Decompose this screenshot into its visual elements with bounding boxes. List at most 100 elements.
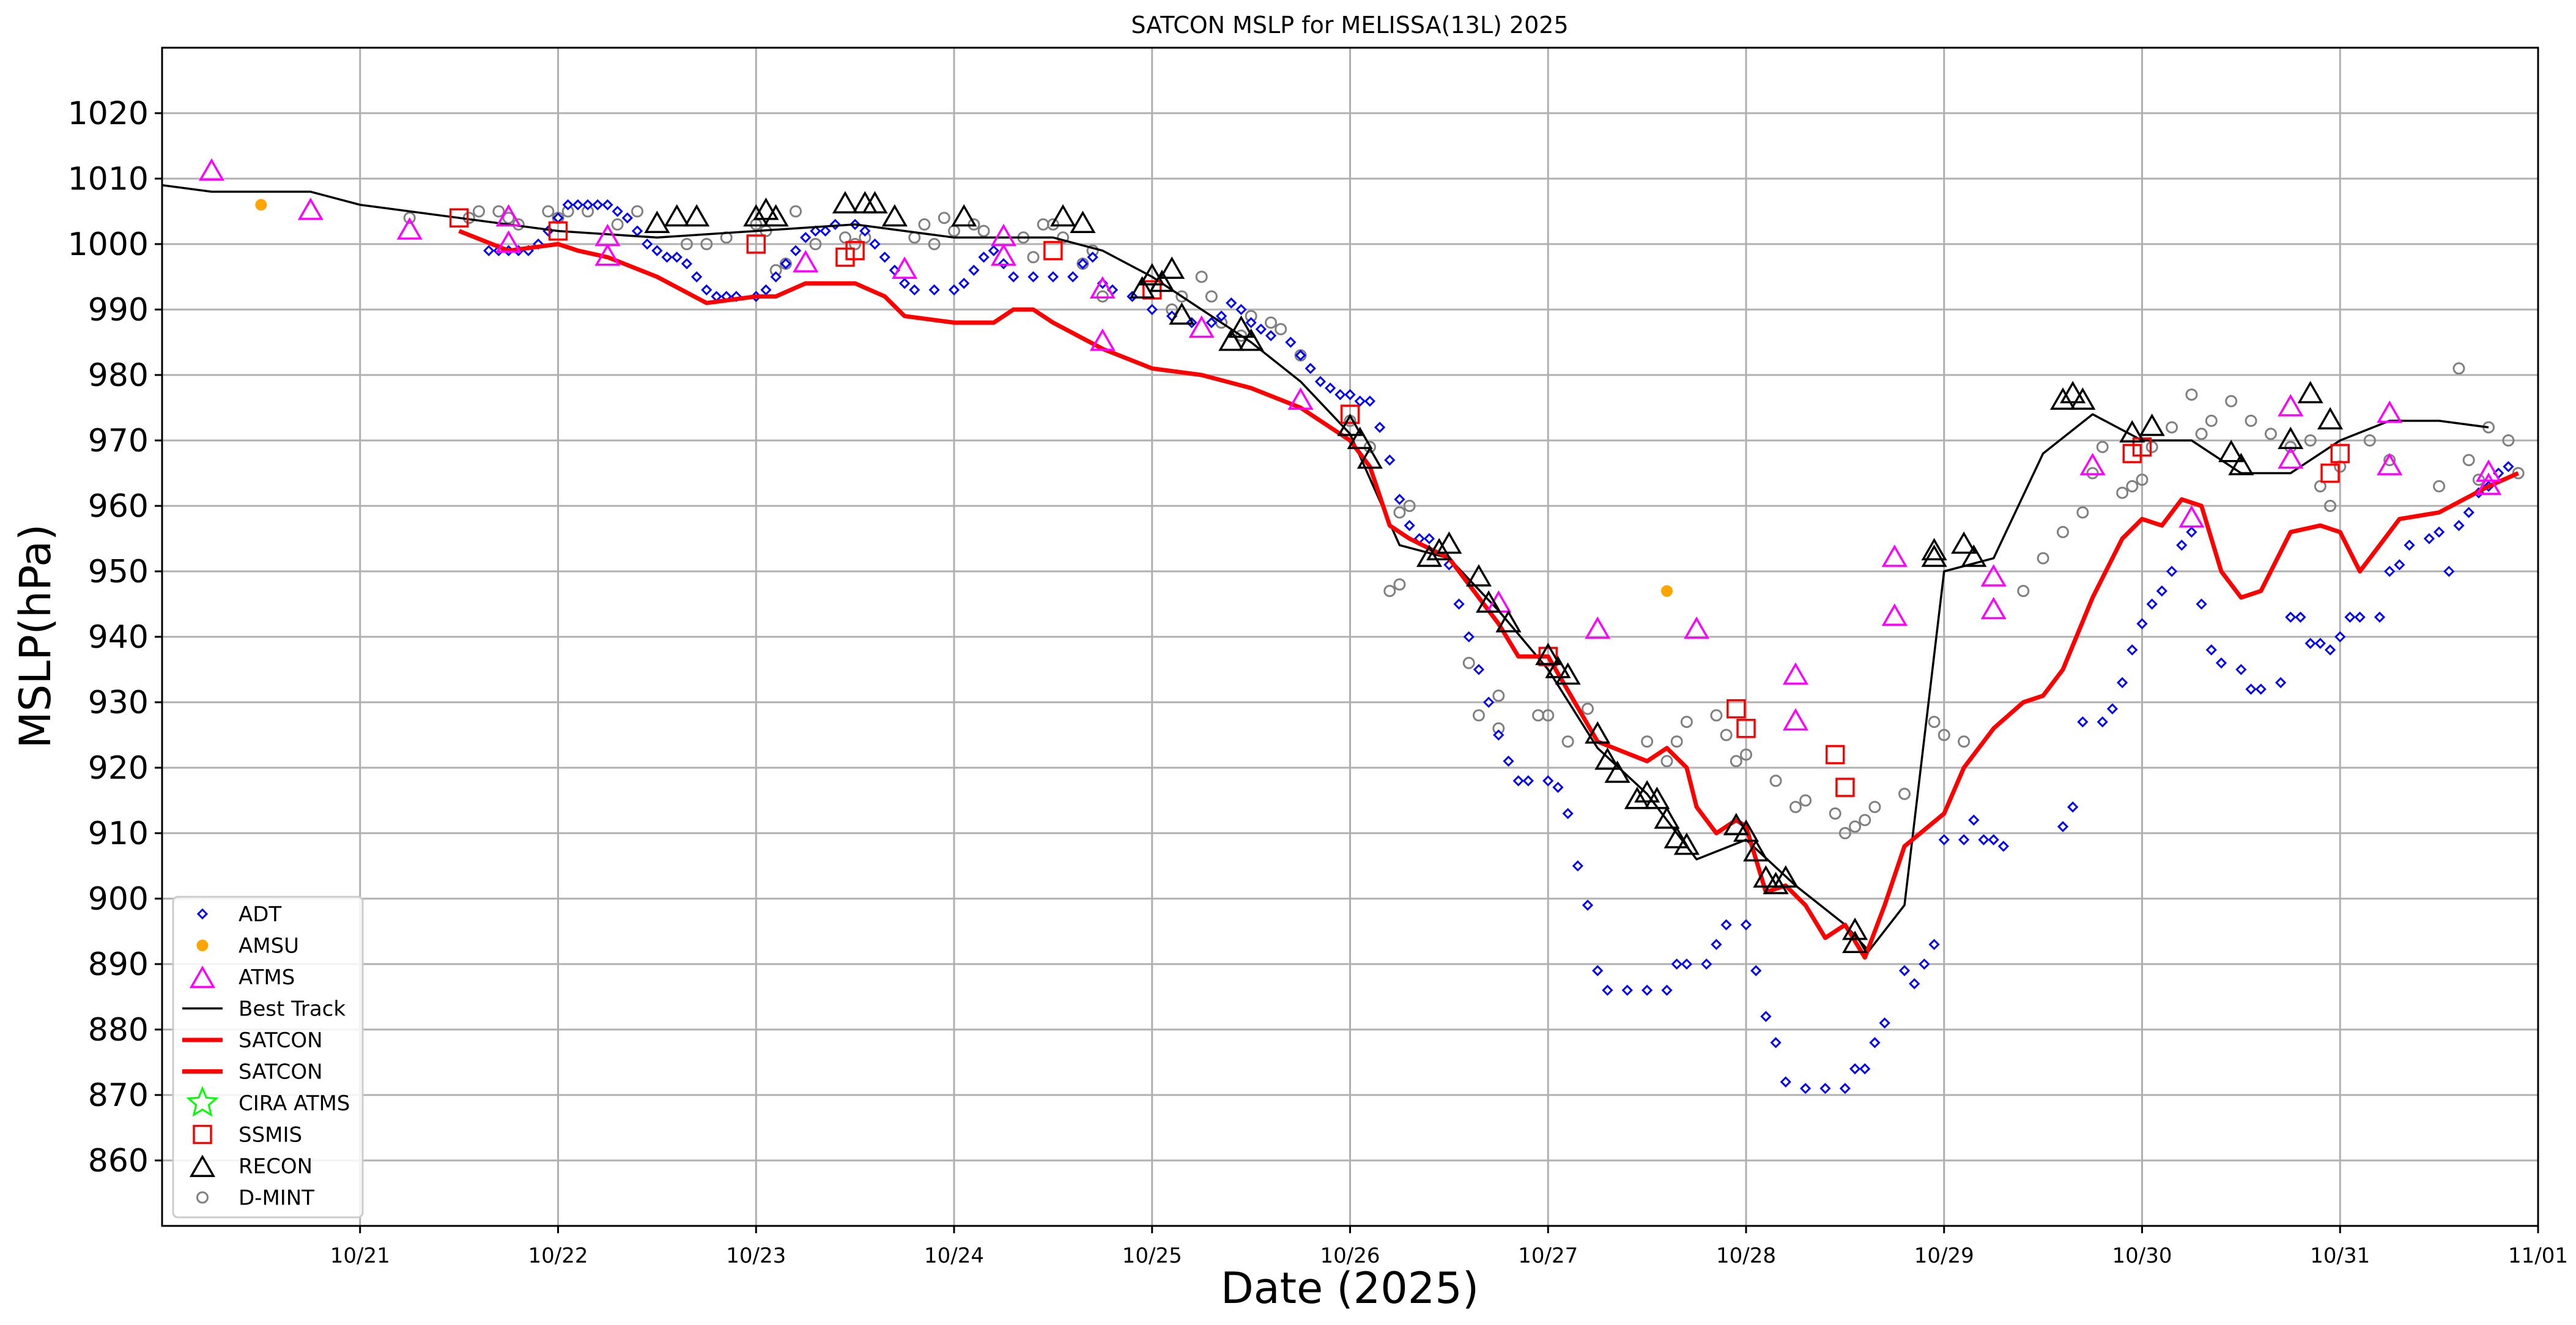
ssmis-point [1340,404,1360,424]
dmint-point [2185,388,2198,401]
dmint-point [2145,440,2158,453]
adt-point [1740,919,1752,930]
adt-point [1008,271,1020,283]
atms-point [2377,400,2403,423]
recon-point [2139,414,2165,436]
dmint-point [1037,218,1049,231]
dmint-point [2502,434,2515,447]
satcon-line [458,229,2520,960]
adt-point [1522,775,1534,787]
adt-point [2443,565,2455,577]
atms-point [990,223,1017,247]
recon-point [1465,564,1492,587]
adt-point [1898,965,1911,976]
atms-point [495,230,522,253]
atms-point [198,158,225,181]
adt-point [2453,519,2465,532]
adt-point [1869,1037,1881,1048]
series-layer [161,158,2525,1094]
recon-point [1763,872,1789,894]
ticks: 860 870 880 890 900 910 920 930 940 950 960 970 980 9… [68,95,2568,1268]
amsu-point [1661,585,1673,597]
x-tick-label: 10/25 [1122,1244,1182,1268]
atms-point [594,223,621,247]
adt-point [1602,984,1613,996]
atms-point [1683,616,1710,639]
adt-point [2384,565,2396,577]
legend-label: RECON [239,1154,313,1179]
legend-label: CIRA ATMS [239,1091,350,1116]
atms-point [1089,328,1116,351]
ssmis-point [1043,240,1063,261]
recon-point [1604,760,1630,783]
atms-point [1782,662,1809,685]
atms-point [1881,603,1908,626]
adt-point [701,284,712,296]
adt-point [1919,958,1930,970]
recon-point [2070,387,2096,410]
adt-point [2394,559,2405,571]
dmint-point [1769,774,1782,787]
adt-point [2255,683,2267,695]
dmint-point [2136,473,2149,486]
recon-point [2228,453,2254,475]
adt-point [898,278,911,289]
dmint-point [1938,729,1950,741]
y-tick-label: 970 [88,423,149,459]
legend-ssmis-marker [193,1124,212,1145]
adt-point [2156,585,2168,597]
recon-point [1159,256,1185,279]
x-tick-label: 10/22 [528,1244,588,1268]
dmint-point [1710,709,1723,722]
dmint-point [2314,480,2326,492]
atms-point [1089,276,1116,299]
adt-point [1314,376,1327,387]
dmint-point [1829,807,1841,820]
adt-point [1235,303,1247,316]
recon-point [1664,826,1690,848]
legend-cira-atms-marker [186,1086,219,1117]
y-tick-label: 950 [88,554,149,590]
adt-point [1701,958,1712,970]
y-tick-label: 910 [88,815,149,852]
atms-point [2475,459,2502,482]
legend-atms-marker [189,965,216,989]
dmint-point [977,225,990,237]
legend-label: SATCON [239,1060,323,1085]
legend: ADT AMSU ATMS Best Track SATCON SATCON CIRA AT… [172,896,364,1219]
adt-point [829,218,841,231]
adt-point [2285,611,2297,623]
dmint-point [2452,362,2465,375]
recon-point [684,204,710,227]
recon-point [1476,590,1502,613]
adt-point [2314,637,2326,649]
dmint-point [1799,794,1812,807]
recon-point [1585,721,1611,744]
x-tick-label: 10/26 [1320,1244,1380,1268]
recon-point [1495,610,1522,633]
adt-point [1978,834,1989,845]
atms-point [495,204,522,227]
adt-point [1780,1076,1791,1088]
dmint-point [1720,729,1733,741]
dmint-point [2205,414,2218,427]
adt-point [1839,1083,1851,1094]
adt-point [1226,297,1237,309]
atms-point [1188,315,1215,338]
adt-point [1354,395,1366,407]
y-tick-label: 1000 [68,226,149,263]
recon-point [1149,269,1175,292]
adt-point [2196,598,2207,610]
adt-point [2067,801,2079,813]
adt-point [1295,349,1306,362]
adt-point [1909,978,1920,990]
adt-point [1819,1083,1831,1094]
adt-point [1671,958,1682,970]
adt-point [1265,330,1277,341]
y-tick-label: 960 [88,488,149,525]
dmint-point [542,205,555,218]
adt-point [1681,958,1693,970]
recon-point [1951,531,1977,554]
y-tick-label: 860 [88,1143,149,1179]
adt-point [2245,683,2257,695]
